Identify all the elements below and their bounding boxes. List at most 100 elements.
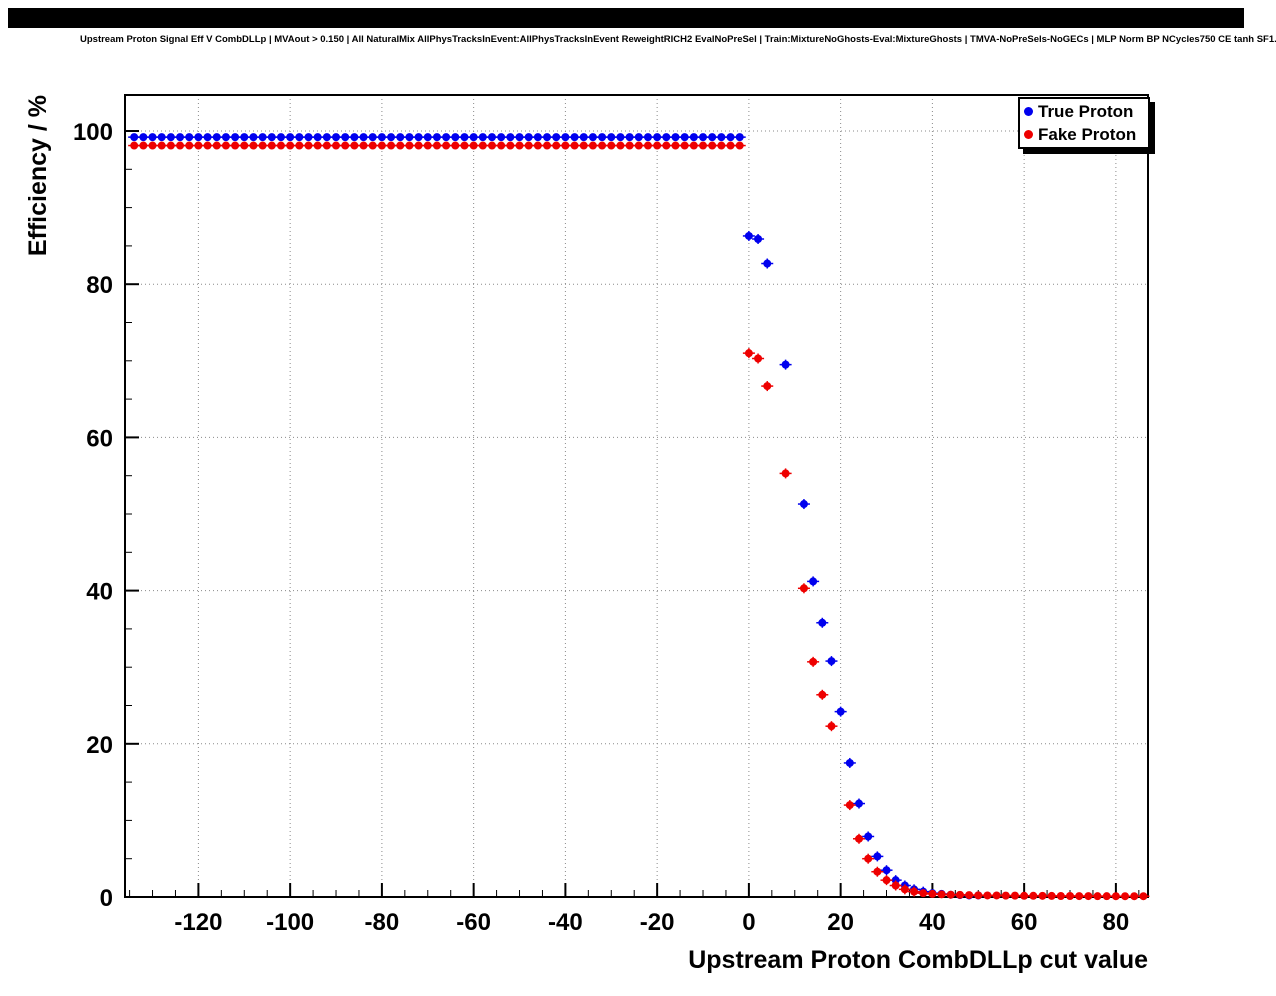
- true-proton-marker-icon: [1024, 107, 1033, 116]
- data-point-fake-proton: [588, 141, 597, 150]
- data-point-true-proton: [579, 133, 588, 142]
- data-point-fake-proton: [1102, 892, 1111, 901]
- data-point-true-proton: [717, 133, 726, 142]
- data-point-fake-proton: [221, 141, 230, 150]
- data-point-fake-proton: [524, 141, 533, 150]
- data-point-fake-proton: [579, 141, 588, 150]
- data-point-fake-proton: [231, 141, 240, 150]
- data-point-fake-proton: [460, 141, 469, 150]
- data-point-fake-proton: [955, 890, 964, 899]
- data-point-true-proton: [754, 235, 763, 244]
- data-point-true-proton: [662, 133, 671, 142]
- data-point-true-proton: [212, 133, 221, 142]
- data-point-true-proton: [231, 133, 240, 142]
- data-point-true-proton: [148, 133, 157, 142]
- data-point-fake-proton: [497, 141, 506, 150]
- data-point-fake-proton: [965, 891, 974, 900]
- data-point-true-proton: [515, 133, 524, 142]
- data-point-fake-proton: [827, 722, 836, 731]
- data-point-true-proton: [689, 133, 698, 142]
- data-point-true-proton: [845, 758, 854, 767]
- data-point-fake-proton: [1121, 892, 1130, 901]
- data-point-true-proton: [322, 133, 331, 142]
- data-point-fake-proton: [946, 890, 955, 899]
- data-point-true-proton: [671, 133, 680, 142]
- data-point-true-proton: [286, 133, 295, 142]
- data-point-fake-proton: [625, 141, 634, 150]
- data-point-true-proton: [432, 133, 441, 142]
- data-point-fake-proton: [359, 141, 368, 150]
- data-point-fake-proton: [1084, 892, 1093, 901]
- data-point-fake-proton: [148, 141, 157, 150]
- data-point-true-proton: [377, 133, 386, 142]
- data-point-fake-proton: [240, 141, 249, 150]
- data-point-fake-proton: [882, 876, 891, 885]
- data-point-fake-proton: [1010, 891, 1019, 900]
- x-tick-label: -120: [174, 909, 222, 936]
- data-point-fake-proton: [634, 141, 643, 150]
- data-point-true-proton: [625, 133, 634, 142]
- data-point-true-proton: [203, 133, 212, 142]
- data-point-fake-proton: [249, 141, 258, 150]
- data-point-fake-proton: [900, 885, 909, 894]
- data-point-fake-proton: [1093, 892, 1102, 901]
- data-point-fake-proton: [643, 141, 652, 150]
- y-tick-label: 60: [86, 425, 113, 452]
- data-point-fake-proton: [1066, 892, 1075, 901]
- data-point-true-proton: [414, 133, 423, 142]
- data-point-true-proton: [561, 133, 570, 142]
- data-point-fake-proton: [1020, 891, 1029, 900]
- data-point-true-proton: [524, 133, 533, 142]
- data-point-fake-proton: [689, 141, 698, 150]
- data-point-fake-proton: [414, 141, 423, 150]
- data-point-true-proton: [854, 799, 863, 808]
- data-point-fake-proton: [276, 141, 285, 150]
- data-point-fake-proton: [176, 141, 185, 150]
- data-point-fake-proton: [478, 141, 487, 150]
- data-point-fake-proton: [350, 141, 359, 150]
- legend-label-fake-proton: Fake Proton: [1038, 124, 1137, 144]
- data-point-fake-proton: [212, 141, 221, 150]
- data-point-fake-proton: [616, 141, 625, 150]
- data-point-fake-proton: [139, 141, 148, 150]
- data-point-fake-proton: [1111, 892, 1120, 901]
- data-point-fake-proton: [267, 141, 276, 150]
- data-point-true-proton: [304, 133, 313, 142]
- data-point-true-proton: [249, 133, 258, 142]
- data-point-fake-proton: [130, 141, 139, 150]
- data-point-true-proton: [497, 133, 506, 142]
- data-point-true-proton: [607, 133, 616, 142]
- data-point-true-proton: [276, 133, 285, 142]
- data-point-true-proton: [478, 133, 487, 142]
- data-point-fake-proton: [157, 141, 166, 150]
- legend-entry-fake-proton: Fake Proton: [1024, 125, 1144, 145]
- data-point-true-proton: [836, 707, 845, 716]
- data-point-true-proton: [533, 133, 542, 142]
- data-point-fake-proton: [680, 141, 689, 150]
- data-point-fake-proton: [166, 141, 175, 150]
- data-point-fake-proton: [818, 690, 827, 699]
- data-point-fake-proton: [1075, 892, 1084, 901]
- data-point-fake-proton: [332, 141, 341, 150]
- data-point-fake-proton: [708, 141, 717, 150]
- data-point-fake-proton: [799, 584, 808, 593]
- data-point-true-proton: [708, 133, 717, 142]
- data-point-true-proton: [130, 133, 139, 142]
- data-point-fake-proton: [864, 854, 873, 863]
- data-point-true-proton: [350, 133, 359, 142]
- data-point-fake-proton: [1038, 891, 1047, 900]
- data-point-fake-proton: [735, 141, 744, 150]
- data-point-fake-proton: [781, 469, 790, 478]
- data-point-true-proton: [194, 133, 203, 142]
- data-point-fake-proton: [717, 141, 726, 150]
- data-point-fake-proton: [185, 141, 194, 150]
- data-point-true-proton: [423, 133, 432, 142]
- data-point-fake-proton: [368, 141, 377, 150]
- data-point-fake-proton: [295, 141, 304, 150]
- data-point-fake-proton: [469, 141, 478, 150]
- data-point-fake-proton: [873, 867, 882, 876]
- data-point-true-proton: [680, 133, 689, 142]
- data-point-true-proton: [726, 133, 735, 142]
- data-point-true-proton: [506, 133, 515, 142]
- data-point-true-proton: [653, 133, 662, 142]
